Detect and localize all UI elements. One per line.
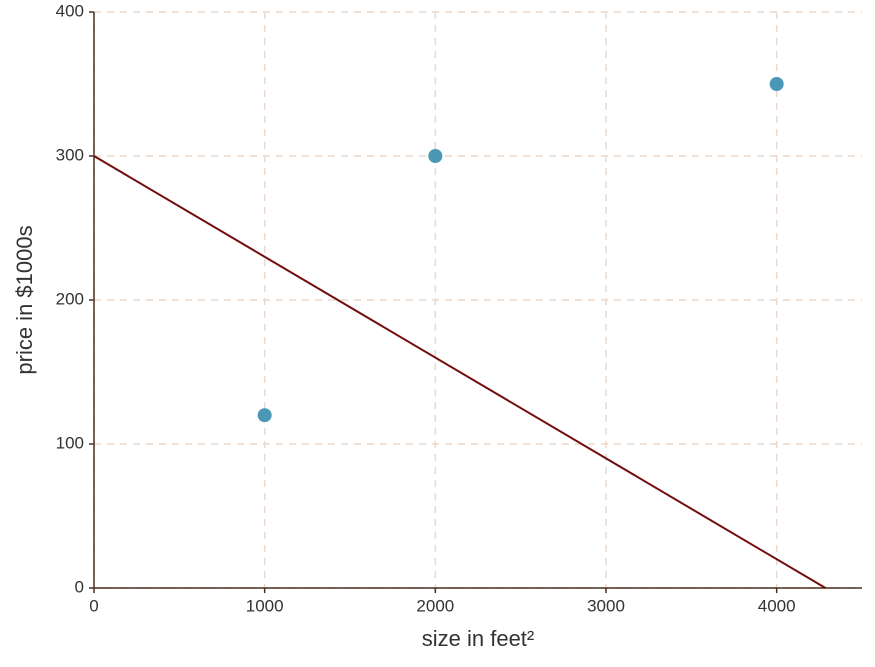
x-tick-label: 0 xyxy=(89,596,98,615)
x-tick-label: 3000 xyxy=(587,596,625,615)
y-tick-label: 400 xyxy=(56,1,84,20)
x-tick-label: 1000 xyxy=(246,596,284,615)
x-tick-label: 2000 xyxy=(416,596,454,615)
y-tick-label: 100 xyxy=(56,433,84,452)
y-axis-label: price in $1000s xyxy=(12,225,37,374)
fit-line xyxy=(93,155,826,589)
x-tick-label: 4000 xyxy=(758,596,796,615)
x-axis-label: size in feet² xyxy=(422,626,535,651)
y-tick-label: 200 xyxy=(56,289,84,308)
data-point xyxy=(257,408,272,423)
y-tick-label: 300 xyxy=(56,145,84,164)
data-point xyxy=(769,77,784,91)
y-tick-label: 0 xyxy=(75,577,84,596)
data-point xyxy=(428,149,443,163)
